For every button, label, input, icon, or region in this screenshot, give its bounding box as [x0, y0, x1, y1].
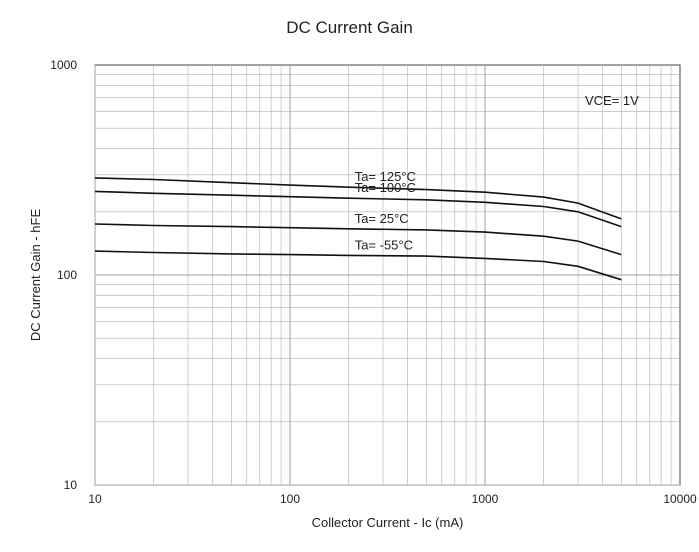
series-layer — [94, 177, 622, 281]
x-tick-label: 1000 — [472, 492, 499, 506]
chart-title: DC Current Gain — [286, 18, 413, 37]
series-label-2: Ta= 25°C — [355, 211, 409, 226]
series-line-3 — [94, 250, 622, 281]
series-line-2 — [94, 223, 622, 256]
y-tick-label: 100 — [57, 268, 77, 282]
series-label-0: Ta= 125°C — [355, 169, 416, 184]
series-line-0 — [94, 177, 622, 220]
x-tick-label: 100 — [280, 492, 300, 506]
y-axis-label: DC Current Gain - hFE — [28, 209, 43, 342]
x-axis-label: Collector Current - Ic (mA) — [312, 515, 464, 530]
x-tick-label: 10 — [88, 492, 102, 506]
series-label-1: Ta= 100°C — [355, 180, 416, 195]
grid — [94, 64, 681, 486]
y-tick-label: 10 — [64, 478, 78, 492]
x-tick-label: 10000 — [663, 492, 697, 506]
condition-annotation: VCE= 1V — [585, 93, 639, 108]
labels: 10 100 1000 10000 1000 100 10 Collector Current… — [28, 58, 697, 530]
y-tick-label: 1000 — [50, 58, 77, 72]
series-label-3: Ta= -55°C — [355, 237, 413, 252]
series-line-1 — [94, 190, 622, 228]
